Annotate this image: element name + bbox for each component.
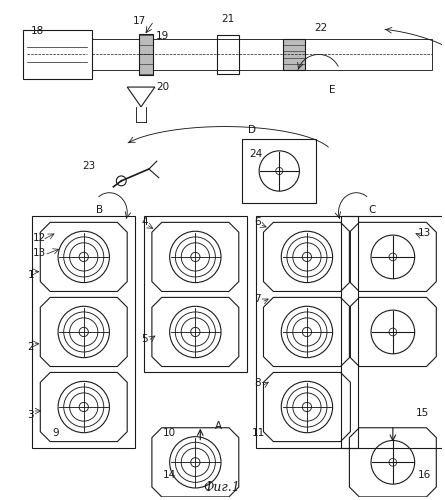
Circle shape xyxy=(389,328,396,336)
Bar xyxy=(139,34,153,75)
Text: 9: 9 xyxy=(52,428,59,438)
Text: E: E xyxy=(329,85,335,95)
Circle shape xyxy=(79,328,89,336)
Circle shape xyxy=(302,328,312,336)
Text: B: B xyxy=(96,206,103,216)
Text: 17: 17 xyxy=(133,16,146,26)
Text: 23: 23 xyxy=(82,161,95,171)
Text: C: C xyxy=(368,206,376,216)
Circle shape xyxy=(191,252,200,262)
Text: 19: 19 xyxy=(156,30,169,40)
Circle shape xyxy=(389,253,396,261)
Circle shape xyxy=(389,458,396,466)
Bar xyxy=(242,139,316,203)
Text: 1: 1 xyxy=(28,270,34,280)
Circle shape xyxy=(191,458,200,467)
Text: 13: 13 xyxy=(417,228,431,238)
Circle shape xyxy=(276,168,283,174)
Text: 10: 10 xyxy=(163,428,176,438)
Text: 18: 18 xyxy=(30,26,44,36)
Text: 16: 16 xyxy=(417,470,431,480)
Text: 14: 14 xyxy=(163,470,176,480)
Bar xyxy=(217,34,239,74)
Bar xyxy=(92,38,433,70)
Text: 8: 8 xyxy=(255,378,261,388)
Bar xyxy=(32,216,135,448)
Text: 24: 24 xyxy=(250,149,263,159)
Circle shape xyxy=(79,252,89,262)
Text: 6: 6 xyxy=(255,218,261,228)
Bar xyxy=(283,38,305,70)
Text: Фиг.1: Фиг.1 xyxy=(204,481,240,494)
Circle shape xyxy=(116,176,126,186)
Text: 13: 13 xyxy=(32,248,46,258)
Text: 20: 20 xyxy=(156,82,169,92)
Circle shape xyxy=(302,252,312,262)
Text: 15: 15 xyxy=(416,408,429,418)
Text: 11: 11 xyxy=(251,428,265,438)
Text: 21: 21 xyxy=(221,14,235,24)
Text: 4: 4 xyxy=(141,218,148,228)
Circle shape xyxy=(79,402,89,411)
Text: D: D xyxy=(248,124,256,134)
Bar xyxy=(341,216,444,448)
Bar xyxy=(255,216,358,448)
Text: 7: 7 xyxy=(255,294,261,304)
Bar xyxy=(23,30,92,79)
Text: 5: 5 xyxy=(141,334,148,344)
Text: 3: 3 xyxy=(28,410,34,420)
Text: 22: 22 xyxy=(314,23,327,33)
Circle shape xyxy=(302,402,312,411)
Text: 12: 12 xyxy=(32,233,46,243)
Text: A: A xyxy=(215,421,222,431)
Text: 2: 2 xyxy=(28,342,34,352)
Circle shape xyxy=(191,328,200,336)
Bar xyxy=(144,216,247,372)
